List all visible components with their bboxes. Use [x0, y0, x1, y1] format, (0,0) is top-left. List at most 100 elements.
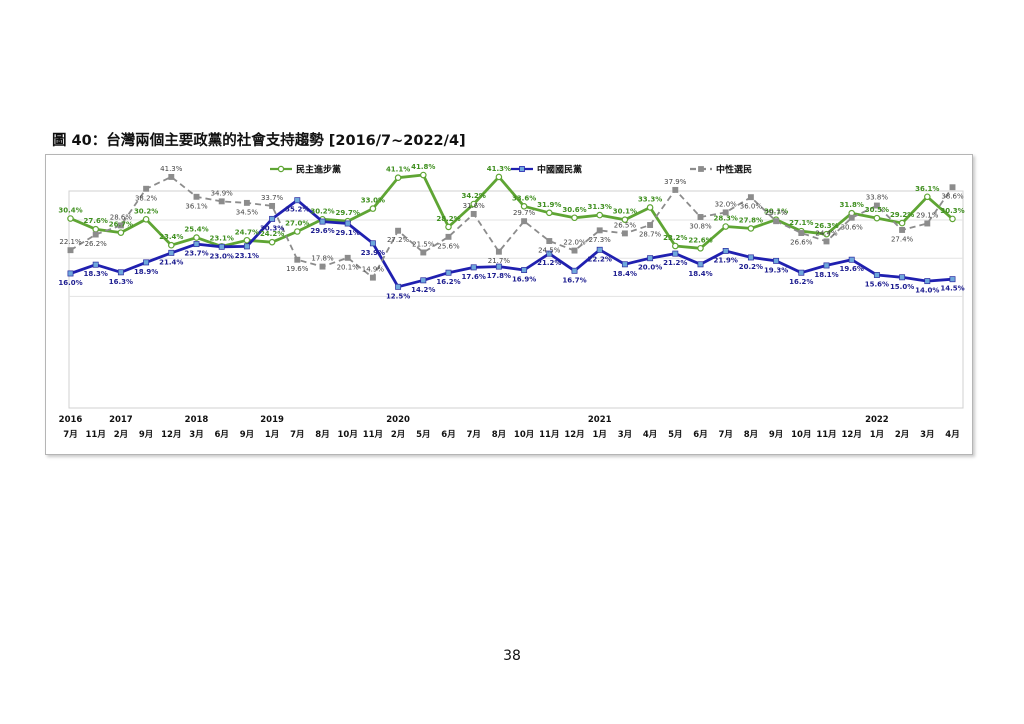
legend-swatch-marker: [519, 166, 525, 172]
data-point: [848, 256, 855, 263]
data-label: 29.7%: [336, 209, 360, 217]
data-label: 21.2%: [537, 259, 561, 267]
legend-label: 民主進步黨: [296, 164, 341, 176]
x-tick-label: 3月: [920, 430, 934, 440]
data-label: 30.3%: [260, 224, 284, 232]
data-point: [117, 229, 125, 236]
x-tick-label: 10月: [791, 430, 811, 440]
data-label: 33.0%: [361, 197, 385, 205]
data-point: [420, 249, 427, 256]
data-point: [697, 214, 704, 220]
data-label: 33.6%: [512, 194, 536, 202]
data-label: 33.8%: [866, 194, 889, 202]
data-point: [823, 262, 830, 269]
data-label: 16.2%: [436, 278, 460, 286]
data-label: 23.4%: [159, 233, 183, 241]
data-point: [294, 228, 301, 235]
x-tick-label: 11月: [539, 430, 559, 440]
x-tick-label: 5月: [416, 430, 430, 440]
data-point: [470, 200, 478, 208]
data-label: 27.3%: [589, 236, 612, 244]
data-point: [747, 225, 755, 232]
series-line-1: [69, 173, 954, 250]
data-label: 30.4%: [58, 207, 82, 215]
x-tick-label: 7月: [466, 430, 480, 440]
data-label: 24.7%: [235, 228, 259, 236]
data-label: 38.6%: [941, 193, 964, 201]
data-label: 36.0%: [740, 203, 763, 211]
data-label: 25.6%: [437, 242, 460, 250]
x-tick-label: 2月: [391, 430, 405, 440]
data-point: [344, 254, 351, 261]
data-label: 12.5%: [386, 292, 410, 300]
data-label: 20.2%: [739, 263, 763, 271]
data-label: 38.2%: [135, 194, 158, 202]
data-point: [269, 215, 276, 222]
data-label: 16.9%: [512, 276, 536, 284]
data-point: [92, 231, 99, 238]
data-label: 14.0%: [915, 287, 939, 295]
data-label: 24.5%: [538, 247, 561, 255]
data-point: [722, 248, 729, 254]
data-label: 14.5%: [940, 285, 964, 293]
data-label: 18.9%: [134, 268, 158, 276]
data-point: [798, 269, 805, 276]
data-label: 30.6%: [841, 223, 864, 231]
data-label: 21.7%: [488, 257, 511, 265]
data-point: [117, 222, 124, 229]
data-point: [395, 283, 402, 290]
data-label: 31.9%: [537, 201, 561, 209]
data-point: [949, 184, 956, 191]
data-label: 23.0%: [210, 252, 234, 260]
data-label: 27.6%: [84, 217, 108, 225]
data-point: [395, 227, 402, 234]
x-tick-label: 3月: [189, 430, 203, 440]
data-label: 14.2%: [411, 286, 435, 294]
data-point: [671, 242, 679, 250]
data-point: [419, 171, 427, 179]
x-tick-label: 10月: [514, 430, 534, 440]
data-point: [470, 264, 477, 271]
data-point: [319, 263, 326, 270]
figure-title: 圖 40：台灣兩個主要政黨的社會支持趨勢 [2016/7~2022/4]: [52, 133, 466, 149]
data-point: [571, 214, 578, 222]
data-label: 28.6%: [110, 213, 133, 221]
data-point: [218, 243, 225, 250]
data-point: [243, 199, 250, 206]
data-point: [798, 230, 805, 236]
data-point: [722, 209, 729, 216]
data-label: 30.1%: [613, 208, 637, 216]
chart-frame: [45, 154, 973, 455]
data-label: 23.7%: [184, 250, 208, 258]
data-label: 16.7%: [562, 276, 586, 284]
data-point: [495, 173, 503, 181]
data-label: 23.1%: [210, 234, 234, 242]
data-label: 33.3%: [638, 195, 662, 203]
data-label: 29.6%: [310, 227, 334, 235]
x-tick-label: 1月: [592, 430, 606, 440]
x-tick-label: 5月: [668, 430, 682, 440]
data-label: 25.4%: [184, 226, 208, 234]
data-point: [420, 277, 427, 284]
data-label: 27.2%: [387, 236, 410, 244]
x-tick-label: 12月: [161, 430, 181, 440]
data-label: 29.7%: [513, 209, 536, 217]
data-point: [143, 259, 150, 266]
data-label: 34.5%: [236, 208, 259, 216]
data-point: [67, 215, 74, 222]
data-label: 18.4%: [688, 270, 712, 278]
data-label: 36.1%: [185, 202, 208, 210]
data-point: [92, 225, 100, 233]
data-point: [143, 185, 150, 192]
x-tick-label: 12月: [564, 430, 584, 440]
data-label: 19.3%: [764, 266, 788, 274]
x-year-label: 2021: [588, 415, 612, 425]
data-point: [369, 240, 376, 247]
data-label: 16.3%: [109, 278, 133, 286]
x-tick-label: 8月: [744, 430, 758, 440]
x-tick-label: 7月: [718, 430, 732, 440]
data-label: 23.1%: [235, 252, 259, 260]
x-tick-label: 6月: [441, 430, 455, 440]
data-label: 31.3%: [588, 203, 612, 211]
